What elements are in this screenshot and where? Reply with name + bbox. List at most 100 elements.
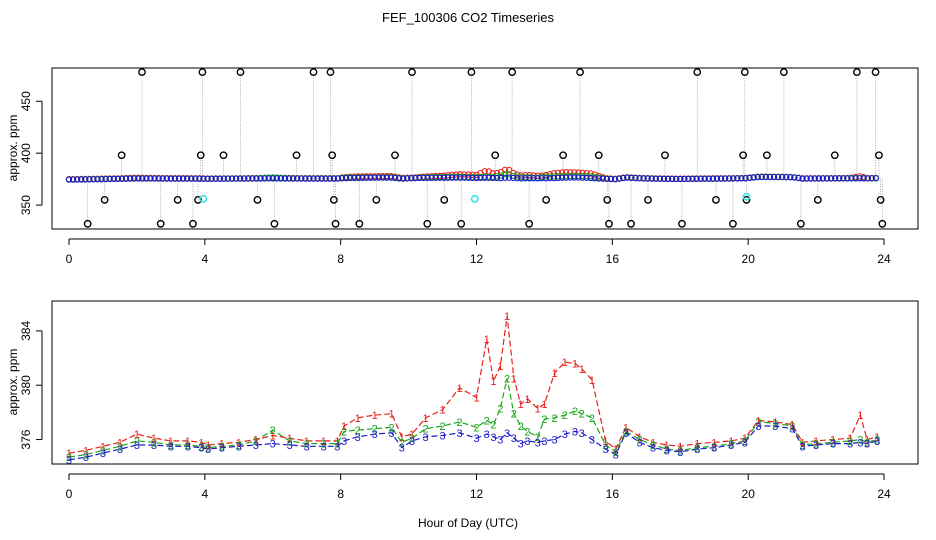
analyzer-point-3 bbox=[200, 175, 207, 182]
analyzer-point-3 bbox=[86, 176, 93, 183]
analyzer-point-3 bbox=[379, 174, 386, 181]
series-point-2: 2 bbox=[168, 440, 174, 452]
flask-point bbox=[173, 196, 182, 204]
series-point-2: 2 bbox=[334, 439, 340, 451]
analyzer-point-3 bbox=[310, 175, 317, 182]
series-point-1: 1 bbox=[83, 445, 89, 457]
series-point-1: 1 bbox=[857, 410, 863, 422]
analyzer-point-3 bbox=[69, 176, 77, 183]
flask-point bbox=[138, 68, 146, 77]
analyzer-point-3 bbox=[668, 175, 676, 183]
series-point-2: 2 bbox=[694, 443, 700, 455]
flask-point bbox=[331, 219, 340, 228]
series-point-2: 2 bbox=[541, 414, 547, 426]
series-point-3: 3 bbox=[650, 443, 656, 455]
flask-point bbox=[408, 68, 416, 77]
analyzer-point-3 bbox=[448, 174, 456, 181]
series-point-3: 3 bbox=[742, 437, 748, 449]
analyzer-point-3 bbox=[444, 174, 452, 181]
analyzer-point-3 bbox=[644, 175, 651, 182]
series-point-3: 3 bbox=[504, 428, 510, 440]
series-point-3: 3 bbox=[694, 444, 700, 456]
flask-point bbox=[729, 219, 737, 228]
analyzer-point-2 bbox=[501, 170, 509, 178]
analyzer-point-3 bbox=[228, 175, 236, 182]
flask-point bbox=[875, 151, 883, 160]
series-point-2: 2 bbox=[134, 436, 140, 448]
analyzer-point-3 bbox=[636, 175, 643, 182]
series-point-3: 3 bbox=[535, 437, 541, 449]
series-point-3: 3 bbox=[334, 441, 340, 453]
series-point-3: 3 bbox=[270, 439, 276, 451]
analyzer-point-3 bbox=[400, 175, 407, 182]
bottom-x-tick-label: 24 bbox=[877, 487, 891, 501]
series-point-2: 2 bbox=[253, 436, 259, 448]
series-point-1: 1 bbox=[864, 435, 870, 447]
series-point-1: 1 bbox=[650, 437, 656, 449]
series-point-1: 1 bbox=[535, 403, 541, 415]
analyzer-point-3 bbox=[489, 174, 496, 182]
analyzer-point-3 bbox=[355, 174, 362, 182]
series-point-3: 3 bbox=[205, 444, 211, 456]
series-point-2: 2 bbox=[874, 435, 880, 447]
series-point-3: 3 bbox=[66, 455, 72, 467]
series-point-3: 3 bbox=[168, 441, 174, 453]
series-point-3: 3 bbox=[497, 435, 503, 447]
series-point-1: 1 bbox=[504, 311, 510, 323]
top-x-tick-label: 12 bbox=[470, 252, 484, 266]
bottom-x-tick-label: 8 bbox=[337, 487, 344, 501]
flask-point bbox=[117, 151, 126, 160]
analyzer-point-3 bbox=[428, 174, 435, 182]
analyzer-point-3 bbox=[583, 174, 590, 181]
series-point-2: 2 bbox=[636, 435, 642, 447]
analyzer-point-3 bbox=[868, 175, 875, 182]
bottom-panel-frame bbox=[51, 300, 919, 465]
series-point-3: 3 bbox=[484, 429, 490, 441]
analyzer-point-3 bbox=[420, 174, 427, 182]
analyzer-point-3 bbox=[726, 175, 733, 182]
analyzer-point-3 bbox=[742, 175, 749, 182]
analyzer-point-3 bbox=[872, 175, 880, 182]
analyzer-point-3 bbox=[656, 175, 664, 182]
series-point-3: 3 bbox=[490, 432, 496, 444]
top-x-tick-label: 8 bbox=[337, 252, 344, 266]
analyzer-point-3 bbox=[314, 175, 321, 182]
analyzer-point-3 bbox=[620, 174, 627, 182]
series-point-3: 3 bbox=[857, 437, 863, 449]
series-point-3: 3 bbox=[198, 443, 204, 455]
reference-point bbox=[199, 194, 208, 203]
analyzer-point-3 bbox=[184, 175, 191, 182]
analyzer-point-3 bbox=[412, 174, 419, 182]
top-x-tick-label: 20 bbox=[742, 252, 756, 266]
analyzer-point-3 bbox=[294, 175, 301, 182]
analyzer-point-3 bbox=[432, 174, 439, 181]
analyzer-point-3 bbox=[224, 175, 232, 182]
series-point-1: 1 bbox=[799, 437, 805, 449]
series-point-1: 1 bbox=[287, 433, 293, 445]
series-point-3: 3 bbox=[864, 439, 870, 451]
series-point-3: 3 bbox=[236, 441, 242, 453]
flask-point bbox=[198, 68, 207, 77]
flask-point bbox=[328, 151, 337, 160]
flask-point bbox=[525, 219, 534, 228]
series-point-1: 1 bbox=[572, 358, 578, 370]
series-point-2: 2 bbox=[742, 436, 748, 448]
series-point-1: 1 bbox=[185, 436, 191, 448]
analyzer-point-3 bbox=[603, 175, 611, 183]
flask-point bbox=[457, 219, 466, 228]
series-point-1: 1 bbox=[518, 399, 524, 411]
analyzer-point-3 bbox=[673, 175, 680, 183]
analyzer-point-3 bbox=[302, 175, 309, 182]
series-point-3: 3 bbox=[541, 436, 547, 448]
analyzer-point-3 bbox=[628, 174, 635, 182]
series-point-1: 1 bbox=[813, 436, 819, 448]
bottom-y-tick-label: 384 bbox=[19, 321, 33, 341]
analyzer-point-1 bbox=[505, 166, 513, 174]
analyzer-point-3 bbox=[391, 174, 399, 182]
analyzer-point-3 bbox=[375, 174, 382, 181]
flask-point bbox=[253, 196, 262, 204]
series-line-1 bbox=[68, 315, 878, 454]
series-point-3: 3 bbox=[874, 436, 880, 448]
series-point-2: 2 bbox=[711, 441, 717, 453]
